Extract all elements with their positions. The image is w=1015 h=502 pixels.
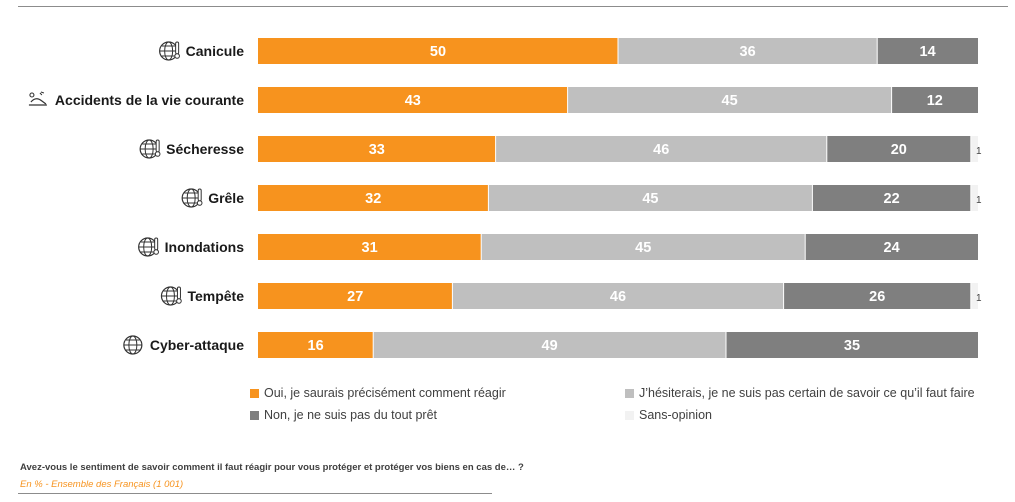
legend-item-oui: Oui, je saurais précisément comment réag… <box>250 386 506 400</box>
data-label-tempete-sans-opinion: 1 <box>976 293 982 304</box>
data-label-cyber-attaque-oui: 16 <box>308 338 324 354</box>
bar-secheresse-hesiterais <box>495 136 827 162</box>
data-label-tempete-non: 26 <box>869 289 885 305</box>
bar-secheresse-oui <box>258 136 496 162</box>
data-label-tempete-hesiterais: 46 <box>610 289 626 305</box>
bar-cyber-attaque-non <box>726 332 978 358</box>
bar-tempete-oui <box>258 283 453 309</box>
bar-inondations-non <box>805 234 978 260</box>
category-label-grele: Grêle <box>208 190 244 206</box>
data-label-inondations-hesiterais: 45 <box>635 240 651 256</box>
bar-inondations-oui <box>258 234 482 260</box>
data-label-cyber-attaque-hesiterais: 49 <box>542 338 558 354</box>
bar-inondations-hesiterais <box>481 234 806 260</box>
data-label-secheresse-sans-opinion: 1 <box>976 146 982 157</box>
legend-item-non: Non, je ne suis pas du tout prêt <box>250 408 437 422</box>
bar-tempete-hesiterais <box>452 283 784 309</box>
data-label-inondations-oui: 31 <box>362 240 378 256</box>
data-label-grele-hesiterais: 45 <box>642 191 658 207</box>
data-label-grele-oui: 32 <box>365 191 381 207</box>
legend-label-non: Non, je ne suis pas du tout prêt <box>264 408 438 422</box>
data-label-cyber-attaque-non: 35 <box>844 338 860 354</box>
legend-item-sans-opinion: Sans-opinion <box>625 408 712 422</box>
footer-rule <box>18 493 492 494</box>
bar-secheresse-non <box>826 136 971 162</box>
bar-canicule-non <box>877 38 978 64</box>
data-label-grele-non: 22 <box>884 191 900 207</box>
bar-secheresse-sans-opinion <box>970 136 978 162</box>
category-label-canicule: Canicule <box>186 43 245 59</box>
globe-thermometer-icon <box>181 188 203 208</box>
legend-item-hesiterais: J’hésiterais, je ne suis pas certain de … <box>625 386 975 400</box>
data-label-inondations-non: 24 <box>884 240 900 256</box>
bar-tempete-non <box>783 283 971 309</box>
legend-label-oui: Oui, je saurais précisément comment réag… <box>264 386 506 400</box>
bar-cyber-attaque-hesiterais <box>373 332 726 358</box>
bar-canicule-hesiterais <box>618 38 878 64</box>
data-label-canicule-hesiterais: 36 <box>740 44 756 60</box>
legend-label-sans-opinion: Sans-opinion <box>639 408 712 422</box>
data-label-canicule-non: 14 <box>920 44 936 60</box>
data-label-grele-sans-opinion: 1 <box>976 195 982 206</box>
bar-cyber-attaque-oui <box>258 332 374 358</box>
legend-label-hesiterais: J’hésiterais, je ne suis pas certain de … <box>639 386 975 400</box>
bar-tempete-sans-opinion <box>970 283 978 309</box>
bar-accidents-de-la-vie-courante-oui <box>258 87 568 113</box>
bar-accidents-de-la-vie-courante-non <box>891 87 978 113</box>
bar-grele-hesiterais <box>488 185 813 211</box>
data-label-secheresse-hesiterais: 46 <box>653 142 669 158</box>
bar-canicule-oui <box>258 38 618 64</box>
globe-thermometer-icon <box>159 41 180 61</box>
survey-base: En % - Ensemble des Français (1 001) <box>20 479 184 490</box>
stacked-bar-chart: Canicule 50 36 14 Accidents de la vie couran… <box>28 38 982 358</box>
top-rule <box>18 6 1008 7</box>
data-label-tempete-oui: 27 <box>347 289 363 305</box>
bar-grele-non <box>812 185 971 211</box>
category-label-cyber-attaque: Cyber-attaque <box>150 337 244 353</box>
legend-swatch-oui <box>250 388 259 398</box>
globe-thermometer-icon <box>138 237 159 257</box>
data-label-accidents-de-la-vie-courante-non: 12 <box>927 93 943 109</box>
globe-thermometer-icon <box>160 286 182 306</box>
legend-swatch-hesiterais <box>625 388 634 398</box>
category-label-accidents-de-la-vie-courante: Accidents de la vie courante <box>55 92 244 108</box>
bar-grele-sans-opinion <box>970 185 978 211</box>
globe-thermometer-icon <box>139 139 161 159</box>
legend-swatch-sans-opinion <box>625 410 634 420</box>
bar-grele-oui <box>258 185 489 211</box>
data-label-accidents-de-la-vie-courante-oui: 43 <box>405 93 421 109</box>
survey-question: Avez-vous le sentiment de savoir comment… <box>20 462 524 473</box>
category-label-inondations: Inondations <box>165 239 245 255</box>
data-label-secheresse-oui: 33 <box>369 142 385 158</box>
data-label-canicule-oui: 50 <box>430 44 446 60</box>
data-label-accidents-de-la-vie-courante-hesiterais: 45 <box>722 93 738 109</box>
bar-accidents-de-la-vie-courante-hesiterais <box>567 87 892 113</box>
category-label-tempete: Tempête <box>187 288 244 304</box>
legend-swatch-non <box>250 410 259 420</box>
accident-icon <box>28 91 47 106</box>
globe-network-icon <box>123 335 143 355</box>
category-label-secheresse: Sécheresse <box>166 141 244 157</box>
data-label-secheresse-non: 20 <box>891 142 907 158</box>
